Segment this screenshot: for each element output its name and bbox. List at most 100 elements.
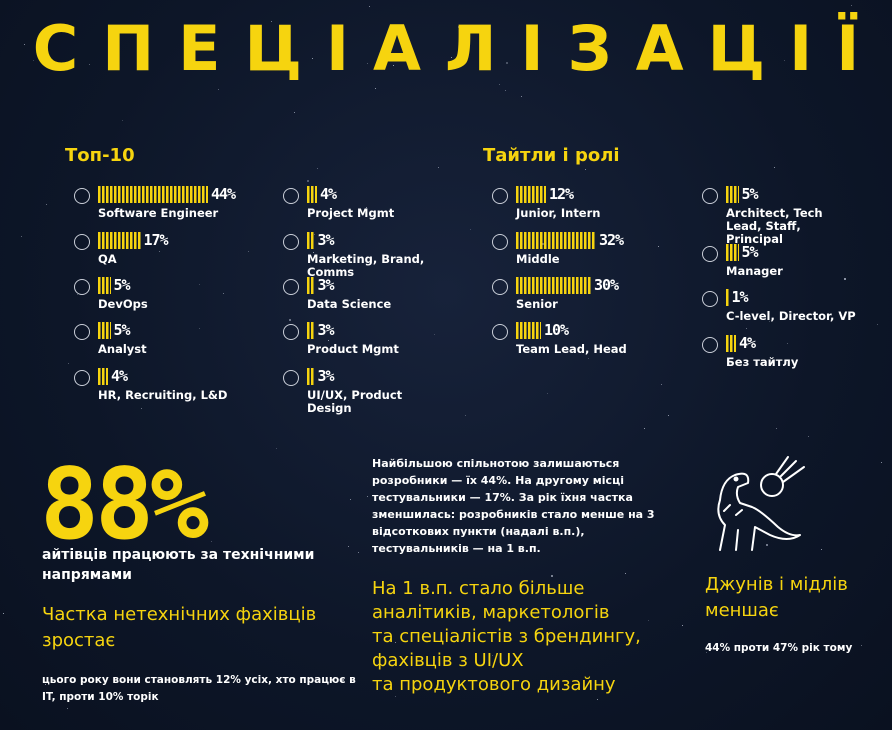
paragraph: 44% проти 47% рік тому xyxy=(705,642,853,654)
value-label: 5% xyxy=(113,276,131,294)
star xyxy=(46,203,48,205)
item-icon xyxy=(283,234,299,250)
item-icon xyxy=(702,246,718,262)
item-name: Junior, Intern xyxy=(516,206,601,220)
item-icon xyxy=(74,370,90,386)
star xyxy=(739,613,741,615)
star xyxy=(746,328,748,330)
bar xyxy=(98,322,111,339)
star xyxy=(223,292,225,294)
star xyxy=(877,324,879,326)
bar xyxy=(516,322,541,339)
star xyxy=(369,6,371,8)
item-name: Software Engineer xyxy=(98,206,219,220)
growth-line: аналітиків, маркетологів xyxy=(372,602,610,623)
star xyxy=(21,235,23,237)
star xyxy=(311,57,313,59)
star xyxy=(375,87,377,89)
star xyxy=(127,496,129,498)
star xyxy=(137,492,139,494)
value-label: 4% xyxy=(320,185,337,203)
bar xyxy=(726,244,739,261)
item-name: DevOps xyxy=(98,297,148,311)
star xyxy=(668,415,670,417)
star xyxy=(648,619,650,621)
star xyxy=(551,575,554,578)
bar xyxy=(726,186,739,203)
star xyxy=(596,699,598,701)
value-label: 44% xyxy=(211,185,236,203)
star xyxy=(807,436,809,438)
star xyxy=(366,62,368,64)
item-icon xyxy=(283,324,299,340)
star xyxy=(843,278,846,281)
star xyxy=(395,695,397,697)
value-label: 3% xyxy=(317,276,335,294)
star xyxy=(768,321,770,323)
star xyxy=(210,540,212,542)
star xyxy=(820,548,822,550)
star xyxy=(786,342,788,344)
bar xyxy=(307,322,315,339)
subheading: Частка нетехнічних фахівців зростає xyxy=(42,604,317,651)
star xyxy=(335,393,337,395)
star xyxy=(44,683,46,685)
item-icon xyxy=(492,234,508,250)
bar xyxy=(98,232,141,249)
item-icon xyxy=(283,279,299,295)
item-name: Marketing, Brand, Comms xyxy=(307,252,425,279)
item-name: Project Mgmt xyxy=(307,206,395,220)
star xyxy=(140,407,142,409)
item-name: QA xyxy=(98,252,117,266)
item-name: Team Lead, Head xyxy=(516,342,627,356)
star xyxy=(644,428,646,430)
value-label: 17% xyxy=(143,231,169,249)
star xyxy=(139,351,141,353)
star xyxy=(464,414,466,416)
value-label: 32% xyxy=(599,231,624,249)
star xyxy=(661,383,663,385)
star xyxy=(568,195,570,197)
star xyxy=(67,708,69,710)
star xyxy=(329,217,331,219)
star xyxy=(505,61,508,64)
bar xyxy=(516,277,591,294)
star xyxy=(765,544,768,547)
star xyxy=(270,21,272,23)
item-name: Manager xyxy=(726,264,783,278)
item-name: Product Mgmt xyxy=(307,342,399,356)
star xyxy=(76,293,78,295)
star xyxy=(585,169,587,171)
dino-illustration xyxy=(717,456,805,551)
item-name: UI/UX, Product Design xyxy=(307,388,403,415)
star xyxy=(851,5,853,7)
bar xyxy=(307,277,315,294)
value-label: 3% xyxy=(317,231,335,249)
item-icon xyxy=(702,188,718,204)
item-icon xyxy=(74,279,90,295)
star xyxy=(366,495,368,497)
star xyxy=(121,119,123,121)
item-name: Senior xyxy=(516,297,558,311)
star xyxy=(433,333,435,335)
item-icon xyxy=(492,188,508,204)
growth-line: фахівців з UI/UX xyxy=(372,650,524,671)
star xyxy=(450,57,452,59)
star xyxy=(248,251,250,253)
item-name: C-level, Director, VP xyxy=(726,309,856,323)
star xyxy=(489,489,491,491)
star xyxy=(443,659,445,661)
star xyxy=(218,88,220,90)
paragraph: цього року вони становлять 12% усіх, хто… xyxy=(42,674,356,703)
value-label: 3% xyxy=(317,367,335,385)
item-icon xyxy=(74,324,90,340)
star xyxy=(199,327,201,329)
item-icon xyxy=(702,291,718,307)
star xyxy=(881,462,883,464)
item-icon xyxy=(492,279,508,295)
star xyxy=(457,25,460,28)
item-icon xyxy=(283,370,299,386)
subheading: Джунів і мідлів меншає xyxy=(705,574,848,621)
